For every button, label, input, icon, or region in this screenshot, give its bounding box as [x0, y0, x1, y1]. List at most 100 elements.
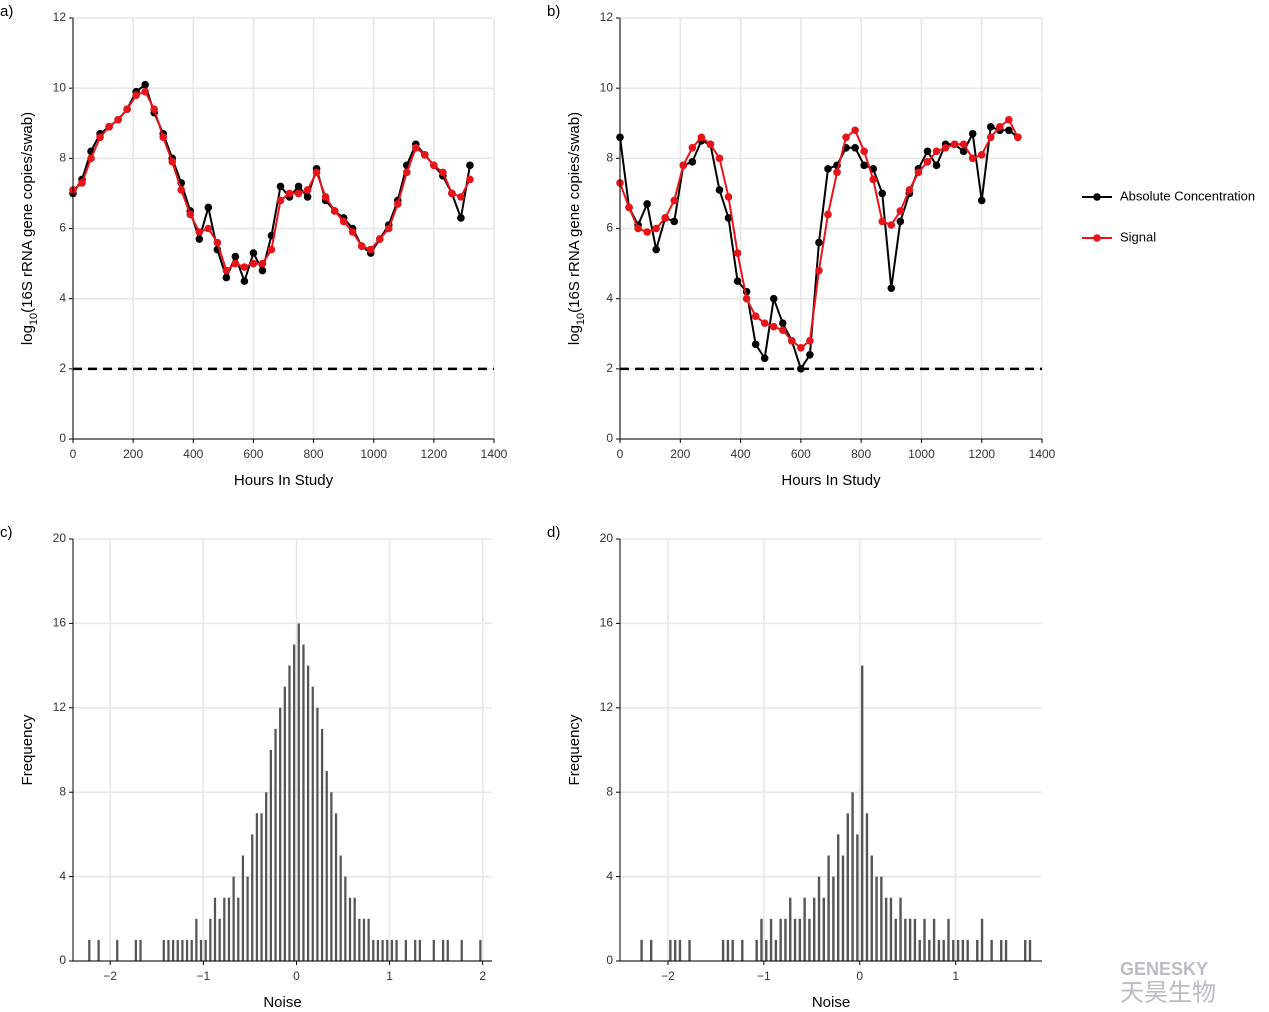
- series-point: [186, 210, 195, 219]
- series-point: [769, 294, 778, 303]
- bar: [827, 855, 830, 961]
- series-point: [815, 238, 823, 247]
- series-point: [466, 161, 474, 170]
- bar: [269, 750, 272, 961]
- series-point: [96, 133, 104, 142]
- bar: [209, 918, 212, 961]
- bar: [870, 855, 873, 961]
- panel-label: a): [0, 3, 13, 20]
- x-tick-label: 0: [70, 447, 77, 461]
- series-point: [860, 147, 868, 156]
- series-point: [222, 273, 231, 282]
- bar: [726, 939, 730, 961]
- bar: [913, 918, 917, 961]
- bar: [918, 939, 921, 961]
- y-tick-label: 8: [59, 784, 66, 798]
- watermark-cn: 天昊生物: [1120, 979, 1216, 1006]
- x-tick-label: 0: [293, 969, 300, 983]
- legend-label: Absolute Concentration: [1120, 188, 1255, 203]
- series-point: [177, 186, 186, 194]
- bar: [860, 665, 864, 961]
- bar: [669, 939, 672, 961]
- bar: [185, 939, 189, 961]
- y-label-sub: 10: [575, 313, 587, 325]
- bar: [190, 939, 193, 961]
- x-tick-label: −1: [757, 969, 771, 983]
- bar: [376, 939, 380, 961]
- bar: [899, 897, 902, 961]
- series-point: [733, 277, 742, 285]
- bar: [460, 939, 463, 961]
- series-point: [688, 158, 697, 166]
- x-axis-label: Hours In Study: [234, 472, 334, 489]
- x-tick-label: −2: [103, 969, 117, 983]
- bar: [956, 939, 960, 961]
- bar: [841, 855, 845, 961]
- series-point: [869, 175, 877, 184]
- bar: [330, 792, 333, 961]
- bar: [894, 918, 897, 961]
- series-point: [977, 196, 986, 205]
- y-tick-label: 4: [606, 291, 613, 305]
- y-axis-label: Frequency: [19, 714, 36, 785]
- series-point: [715, 186, 724, 194]
- y-tick-label: 10: [53, 80, 67, 94]
- y-tick-label: 6: [59, 221, 66, 235]
- series-point: [466, 175, 474, 184]
- series-point: [321, 193, 330, 201]
- series-point: [986, 122, 995, 131]
- bar: [721, 939, 725, 961]
- series-point: [887, 221, 896, 229]
- series-point: [204, 224, 213, 233]
- bar: [274, 728, 277, 961]
- bar: [880, 876, 883, 961]
- bar: [947, 918, 950, 961]
- bar: [688, 939, 691, 961]
- series-point: [366, 245, 375, 254]
- series-point: [697, 133, 706, 142]
- series-point: [932, 161, 941, 170]
- x-axis-label: Hours In Study: [781, 472, 881, 489]
- legend-marker: [1093, 193, 1101, 201]
- series-point: [797, 365, 805, 373]
- bar: [1004, 939, 1008, 961]
- series-point: [679, 161, 688, 170]
- series-point: [923, 147, 932, 156]
- panel-label: d): [547, 524, 560, 541]
- bar: [218, 918, 221, 961]
- bar: [942, 939, 945, 961]
- bar: [227, 897, 231, 961]
- series-point: [294, 189, 303, 198]
- series-point: [276, 182, 285, 191]
- series-point: [421, 151, 429, 159]
- series-point: [842, 133, 850, 142]
- bar: [479, 939, 482, 961]
- series-point: [688, 144, 697, 152]
- series-point: [1005, 115, 1013, 124]
- y-tick-label: 12: [53, 700, 67, 714]
- bar: [980, 918, 984, 961]
- series-point: [1005, 126, 1013, 135]
- series-point: [824, 165, 832, 173]
- bar: [367, 918, 370, 961]
- x-tick-label: 1: [386, 969, 393, 983]
- panel-label: b): [547, 3, 560, 20]
- x-tick-label: 400: [731, 447, 751, 461]
- bar: [339, 855, 342, 961]
- series-point: [195, 235, 204, 243]
- x-tick-label: 1200: [968, 447, 995, 461]
- x-tick-label: 1400: [481, 447, 508, 461]
- bar: [358, 918, 361, 961]
- bar: [381, 939, 384, 961]
- bar: [884, 897, 888, 961]
- x-tick-label: 1000: [360, 447, 387, 461]
- x-tick-label: 400: [183, 447, 203, 461]
- bar: [813, 897, 816, 961]
- series-point: [159, 133, 168, 142]
- series-point: [833, 168, 841, 177]
- series-point: [258, 266, 267, 275]
- series-point: [968, 129, 977, 138]
- bar: [288, 665, 291, 961]
- series-point: [878, 189, 887, 198]
- bar: [755, 939, 758, 961]
